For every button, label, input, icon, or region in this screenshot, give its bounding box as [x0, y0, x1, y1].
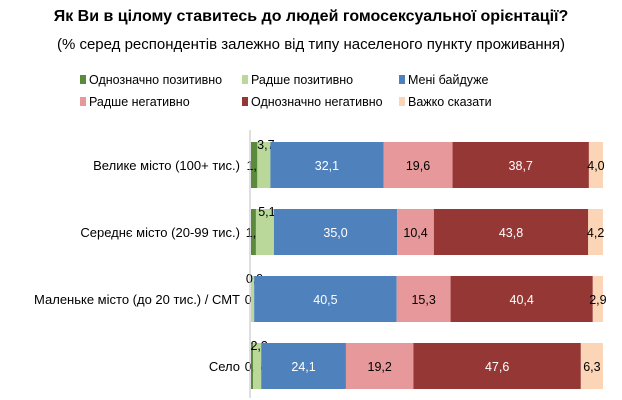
bar-segment-мені-байдуже	[270, 142, 384, 188]
bar-segment-радше-позитивно	[253, 343, 262, 389]
data-label: 3,7	[257, 138, 274, 152]
bar-segment-мені-байдуже	[261, 343, 346, 389]
data-label: 19,6	[406, 159, 430, 173]
legend-swatch	[399, 97, 405, 106]
bar-segment-однозначно-позитивно	[251, 343, 254, 389]
data-label: 2,9	[589, 293, 606, 307]
legend-swatch	[242, 75, 248, 84]
bar-segment-важко-сказати	[580, 343, 603, 389]
data-label: 5,1	[258, 205, 275, 219]
bar-segment-важко-сказати	[588, 209, 603, 255]
bar-segment-радше-позитивно	[251, 276, 255, 322]
chart-subtitle: (% серед респондентів залежно від типу н…	[56, 36, 566, 53]
bar-segment-важко-сказати	[588, 142, 603, 188]
category-label: Велике місто (100+ тис.)	[93, 158, 240, 173]
bar-segment-однозначно-негативно	[452, 142, 589, 188]
bar-segment-важко-сказати	[592, 276, 603, 322]
legend-label: Радше позитивно	[251, 73, 353, 87]
data-label: 19,2	[368, 360, 392, 374]
legend-label: Мені байдуже	[408, 73, 489, 87]
data-label: 10,4	[403, 226, 427, 240]
data-label: 43,8	[499, 226, 523, 240]
bar-segment-однозначно-негативно	[433, 209, 589, 255]
legend-swatch	[80, 97, 86, 106]
legend-label: Однозначно негативно	[251, 95, 383, 109]
category-label: Середнє місто (20-99 тис.)	[80, 225, 240, 240]
bar-segment-однозначно-негативно	[450, 276, 593, 322]
category-label: Маленьке місто (до 20 тис.) / СМТ	[34, 292, 240, 307]
data-label: 6,3	[583, 360, 600, 374]
legend-swatch	[399, 75, 405, 84]
data-label: 40,4	[510, 293, 534, 307]
data-label: 32,1	[315, 159, 339, 173]
data-label: 35,0	[323, 226, 347, 240]
chart-title: Як Ви в цілому ставитесь до людей гомосе…	[53, 8, 569, 25]
data-label: 47,6	[485, 360, 509, 374]
legend-swatch	[80, 75, 86, 84]
bar-segment-радше-негативно	[383, 142, 453, 188]
bar-segment-радше-позитивно	[257, 142, 271, 188]
bar-segment-радше-негативно	[397, 209, 434, 255]
bar-segment-радше-негативно	[396, 276, 451, 322]
data-label: 24,1	[291, 360, 315, 374]
bar-segment-радше-позитивно	[255, 209, 274, 255]
legend-label: Однозначно позитивно	[89, 73, 222, 87]
legend-swatch	[242, 97, 248, 106]
data-label: 15,3	[411, 293, 435, 307]
data-label: 4,0	[587, 159, 604, 173]
bar-segment-однозначно-позитивно	[251, 142, 258, 188]
bar-segment-мені-байдуже	[254, 276, 397, 322]
data-label: 38,7	[509, 159, 533, 173]
data-label: 4,2	[587, 226, 604, 240]
data-label: 40,5	[313, 293, 337, 307]
bar-segment-однозначно-негативно	[413, 343, 581, 389]
bar-segment-однозначно-позитивно	[251, 209, 256, 255]
bar-segment-радше-негативно	[345, 343, 414, 389]
bar-segment-мені-байдуже	[273, 209, 398, 255]
category-label: Село	[209, 359, 240, 374]
legend-label: Важко сказати	[408, 95, 492, 109]
legend-label: Радше негативно	[89, 95, 190, 109]
